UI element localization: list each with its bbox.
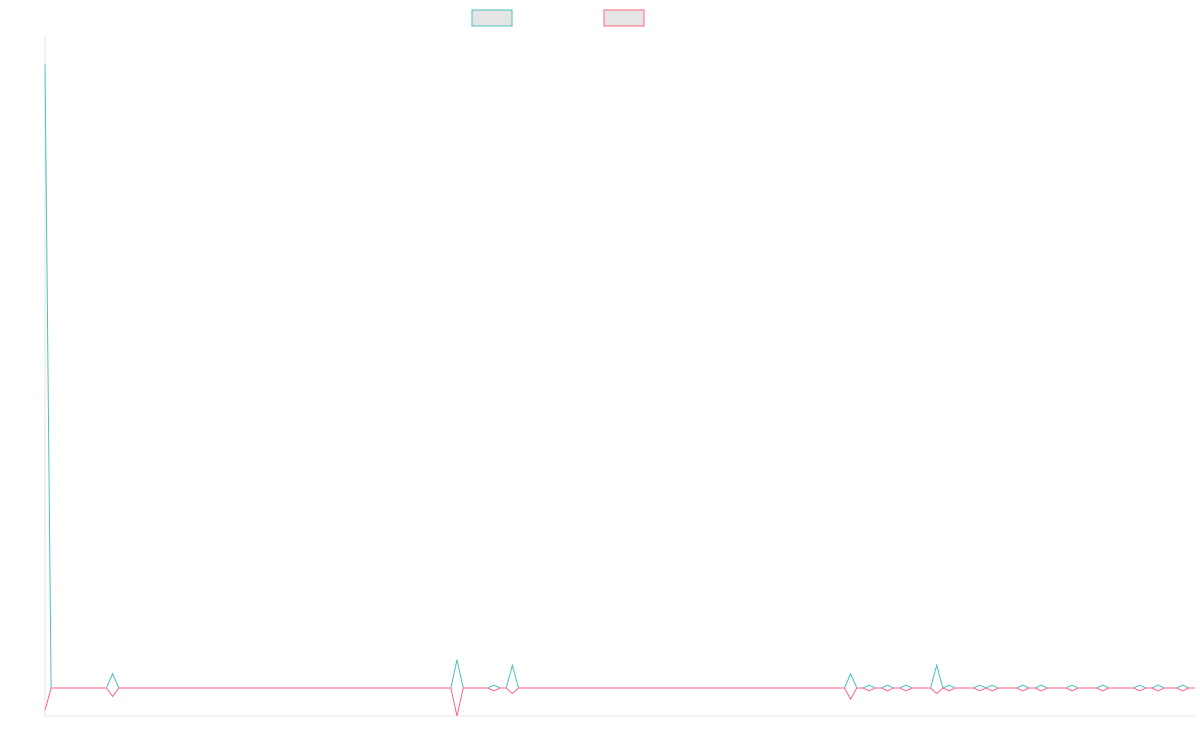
legend-swatch-1: [471, 9, 513, 27]
legend-swatch-2: [603, 9, 645, 27]
series-line-2: [44, 687, 1195, 717]
legend[interactable]: [471, 9, 645, 27]
series-lines: [44, 64, 1195, 717]
axes: [44, 36, 1195, 717]
series-line-1: [44, 64, 1195, 689]
